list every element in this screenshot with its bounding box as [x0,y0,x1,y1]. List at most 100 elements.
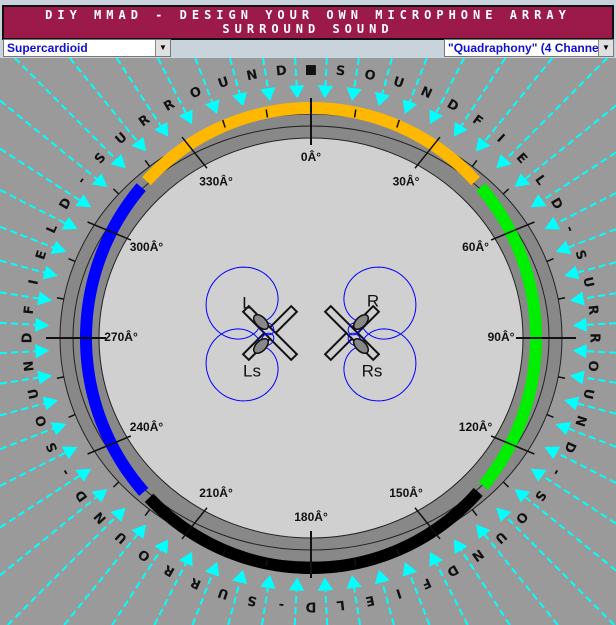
arrow-head-icon [232,569,248,585]
ring-letter: E [364,592,376,609]
small-tick [353,558,357,567]
microphone-array: L Ls R Rs [205,266,417,402]
ring-letter: U [216,584,231,602]
arrow-head-icon [572,344,587,359]
angle-label: 330Â° [199,173,233,188]
small-tick [112,481,120,488]
small-tick [396,548,400,557]
arrow-shaft [583,292,616,300]
angle-label: 120Â° [459,419,493,434]
arrow-shaft [0,376,39,385]
arrow-shaft [0,147,81,202]
ring-letter: - [562,223,578,234]
arrow-shaft [0,321,36,326]
arrow-head-icon [35,317,50,332]
arrow-head-icon [544,446,561,460]
arrow-head-icon [569,291,585,306]
arrow-head-icon [204,562,220,577]
arrow-shaft [69,58,139,143]
arrow-shaft [293,590,298,625]
arrow-head-icon [154,539,169,554]
arrow-shaft [153,562,187,625]
angle-labels: 0Â° 30Â° 60Â° 90Â° 120Â° 150Â° 180Â° 210Â° 240Â°… [104,149,514,524]
angle-label: 90Â° [488,329,515,344]
angle-label: 30Â° [393,173,420,188]
capsule-l [252,313,270,331]
arrow-shaft [505,58,608,160]
arrow-shaft [260,587,269,625]
arrow-shaft [460,58,507,127]
arrow-head-icon [569,370,585,385]
arrow-head-icon [178,109,193,125]
polar-pattern-l [205,266,279,340]
arrow-shaft [14,58,117,160]
minor-tick [414,507,441,540]
arrow-head-icon [572,317,587,332]
arrow-shaft [586,350,616,354]
ring-letter: U [26,387,43,400]
arrow-head-icon [475,137,491,152]
chevron-down-icon[interactable]: ▼ [598,40,613,56]
minor-tick [87,221,132,241]
small-tick [396,119,400,128]
small-tick [112,188,120,195]
minor-tick [414,136,441,169]
angle-label: 270Â° [104,329,138,344]
arrow-head-icon [91,489,108,503]
arrow-head-icon [514,173,531,187]
minor-tick [490,221,535,241]
polar-pattern-select[interactable]: Supercardioid ▼ [3,39,171,57]
arrow-head-icon [75,194,92,208]
channel-label: Rs [362,361,383,380]
arrow-shaft [0,496,98,577]
incoming-sound-arrows [0,58,616,625]
arrow-shaft [115,58,162,127]
capsule-rs [352,337,370,355]
arrow-shaft [408,58,428,103]
arrow-shaft [381,582,395,625]
ring-letter: I [394,585,403,601]
capsule-ls [252,337,270,355]
arrow-shaft [541,151,616,202]
arrow-head-icon [37,291,53,306]
arrow-shaft [505,516,615,625]
ring-letter: ■ [305,63,317,78]
small-tick [471,509,478,517]
arrow-head-icon [564,265,580,280]
arrow-shaft [262,58,269,89]
arrow-shaft [63,533,139,625]
arrow-shaft [0,427,54,451]
angle-label: 180Â° [294,509,328,524]
arrow-shaft [111,549,162,625]
arrow-head-icon [514,489,531,503]
arrow-head-icon [75,468,92,482]
minor-tick [181,507,208,540]
arrow-shaft [0,474,81,529]
arrow-head-icon [42,396,58,411]
array-diagram: ■ S O UNDFIELD-SURROUND-SOUNDFIELD-SURROUND… [0,58,616,625]
arrow-head-icon [530,194,547,208]
chevron-down-icon[interactable]: ▼ [155,40,170,56]
arrow-head-icon [555,240,572,254]
arrow-head-icon [317,85,334,99]
title-line-1: DIY MMAD - DESIGN YOUR OWN MICROPHONE AR… [45,8,571,22]
arrow-shaft [353,587,362,625]
polar-pattern-value: Supercardioid [7,41,88,55]
arrow-head-icon [61,446,78,460]
arrow-head-icon [317,577,334,591]
arrow-head-icon [402,99,418,114]
ring-letter: U [579,387,596,400]
arrow-shaft [229,58,241,94]
arrow-shaft [483,533,559,625]
ring-letter: I [26,278,42,286]
coverage-arc-left [79,183,149,496]
ring-letter: D [305,599,316,614]
ring-letter: N [22,360,38,372]
arrow-shaft [556,192,616,225]
arrow-head-icon [544,216,561,230]
arrow-head-icon [91,173,108,187]
ring-letter: F [22,305,38,315]
arrow-shaft [568,228,616,249]
ring-letter: D [275,63,288,79]
surround-format-select[interactable]: "Quadraphony" (4 Channels ▼ [444,39,614,57]
